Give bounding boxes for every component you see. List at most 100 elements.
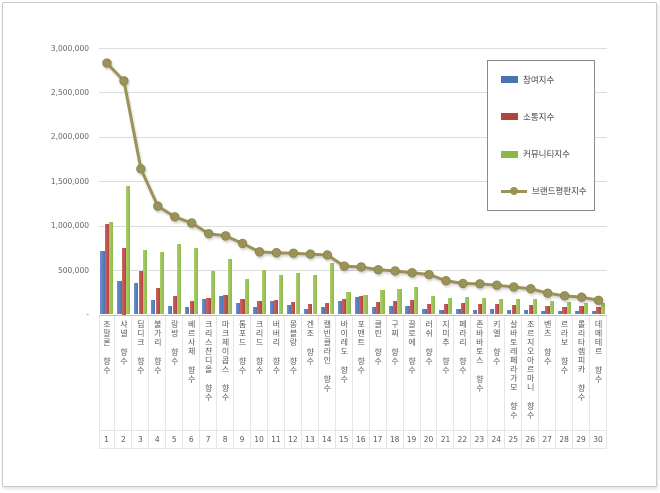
category-label-cell: 캘빈클라인 향수 bbox=[319, 315, 336, 430]
line-marker-13 bbox=[305, 249, 316, 259]
bar-커뮤니티지수-29 bbox=[583, 302, 588, 315]
category-label: 캘빈클라인 향수 bbox=[322, 319, 332, 393]
rank-number: 1 bbox=[98, 429, 116, 449]
line-marker-28 bbox=[559, 291, 570, 301]
legend-item-브랜드평판지수: 브랜드평판지수 bbox=[501, 185, 594, 197]
y-tick-label: 1,500,000 bbox=[50, 176, 89, 186]
bar-참여지수-8 bbox=[219, 295, 224, 315]
rank-number: 8 bbox=[217, 429, 235, 449]
bar-커뮤니티지수-21 bbox=[448, 298, 453, 315]
line-marker-11 bbox=[271, 248, 282, 258]
category-label: 조르지오아르마니 향수 bbox=[526, 319, 536, 420]
legend-swatch-icon bbox=[501, 76, 518, 84]
bar-커뮤니티지수-18 bbox=[397, 288, 402, 315]
gridline bbox=[98, 270, 607, 272]
line-marker-25 bbox=[509, 282, 519, 292]
category-label-cell: 불가리 향수 bbox=[149, 315, 167, 430]
bar-참여지수-17 bbox=[371, 306, 376, 315]
category-label-cell: 몽블랑 향수 bbox=[285, 315, 302, 430]
bar-커뮤니티지수-12 bbox=[295, 273, 300, 315]
bar-커뮤니티지수-19 bbox=[414, 287, 419, 315]
bar-소통지수-10 bbox=[257, 301, 262, 315]
axis-left-separator bbox=[98, 315, 100, 449]
bar-참여지수-29 bbox=[574, 310, 580, 315]
bar-커뮤니티지수-6 bbox=[193, 248, 199, 315]
category-label: 바이레도 향수 bbox=[339, 319, 349, 384]
bar-참여지수-16 bbox=[354, 297, 359, 315]
bar-커뮤니티지수-25 bbox=[515, 298, 521, 315]
bar-커뮤니티지수-9 bbox=[244, 278, 249, 315]
bar-커뮤니티지수-10 bbox=[261, 270, 266, 315]
category-label: 페라리 향수 bbox=[458, 319, 468, 375]
bar-소통지수-25 bbox=[511, 304, 516, 315]
legend-dot-icon bbox=[510, 187, 518, 196]
legend-label: 참여지수 bbox=[523, 75, 555, 86]
line-marker-7 bbox=[203, 228, 214, 239]
category-label: 겐조 향수 bbox=[305, 319, 315, 366]
bar-참여지수-19 bbox=[405, 306, 410, 315]
category-label: 살바토레페라가모 향수 bbox=[509, 319, 519, 420]
line-marker-12 bbox=[288, 248, 299, 258]
category-label: 구찌 향수 bbox=[390, 319, 400, 366]
line-marker-21 bbox=[441, 276, 451, 286]
bar-참여지수-21 bbox=[439, 310, 444, 315]
bar-참여지수-13 bbox=[303, 309, 308, 315]
category-label-cell: 르라보 향수 bbox=[556, 315, 574, 430]
category-label-cell: 끌로에 향수 bbox=[404, 315, 421, 430]
rank-number: 16 bbox=[352, 429, 370, 449]
line-marker-2 bbox=[119, 76, 129, 86]
category-label-cell: 구찌 향수 bbox=[387, 315, 404, 430]
line-marker-26 bbox=[526, 284, 536, 294]
bar-소통지수-23 bbox=[477, 303, 482, 315]
legend-label: 커뮤니티지수 bbox=[523, 150, 570, 161]
legend-item-참여지수: 참여지수 bbox=[501, 74, 594, 86]
y-tick-label: 3,000,000 bbox=[50, 43, 89, 53]
rank-number: 7 bbox=[200, 429, 218, 449]
bar-소통지수-11 bbox=[274, 299, 279, 315]
bar-소통지수-21 bbox=[443, 304, 448, 315]
category-label-cell: 마크제이콥스 향수 bbox=[217, 315, 235, 430]
legend-label: 소통지수 bbox=[523, 112, 555, 123]
category-label: 딥디크 향수 bbox=[136, 319, 146, 375]
category-label: 끌로에 향수 bbox=[407, 319, 417, 375]
category-label-cell: 톰포드 향수 bbox=[234, 315, 252, 430]
bar-커뮤니티지수-7 bbox=[210, 270, 216, 315]
category-label: 지미추 향수 bbox=[441, 319, 451, 375]
category-label-cell: 겐조 향수 bbox=[302, 315, 319, 430]
bar-참여지수-7 bbox=[202, 298, 207, 315]
bar-소통지수-19 bbox=[409, 299, 415, 315]
line-marker-10 bbox=[254, 247, 265, 257]
category-label-cell: 크리스챤디올 향수 bbox=[200, 315, 218, 430]
category-label: 샤넬 향수 bbox=[119, 319, 129, 366]
bar-소통지수-27 bbox=[545, 306, 550, 315]
category-label: 랑방 향수 bbox=[170, 319, 180, 366]
x-axis-line bbox=[98, 314, 607, 316]
category-label-cell: 존바바토스 향수 bbox=[471, 315, 489, 430]
bar-참여지수-24 bbox=[490, 309, 495, 315]
bar-커뮤니티지수-20 bbox=[431, 295, 436, 315]
y-tick-label: 2,500,000 bbox=[50, 87, 89, 97]
bar-소통지수-12 bbox=[291, 302, 296, 315]
category-label-cell: 베르사체 향수 bbox=[183, 315, 201, 430]
rank-number: 29 bbox=[573, 429, 591, 449]
bar-커뮤니티지수-11 bbox=[278, 274, 283, 315]
rank-number: 5 bbox=[166, 429, 184, 449]
bar-커뮤니티지수-2 bbox=[126, 185, 131, 315]
bar-소통지수-14 bbox=[325, 302, 330, 315]
bar-참여지수-11 bbox=[269, 301, 275, 315]
bar-참여지수-14 bbox=[320, 306, 325, 315]
category-label: 러쉬 향수 bbox=[424, 319, 434, 366]
bar-참여지수-28 bbox=[558, 310, 563, 315]
bar-커뮤니티지수-28 bbox=[566, 302, 571, 315]
y-tick-label: 1,000,000 bbox=[50, 221, 89, 231]
gridline bbox=[98, 225, 607, 227]
category-label: 크리스챤디올 향수 bbox=[204, 319, 214, 402]
rank-number: 27 bbox=[539, 429, 557, 449]
category-label-cell: 데메테르 향수 bbox=[590, 315, 607, 430]
category-label: 버버리 향수 bbox=[271, 319, 281, 375]
y-tick-label: 500,000 bbox=[57, 265, 89, 275]
category-label-cell: 클린 향수 bbox=[370, 315, 387, 430]
rank-number: 10 bbox=[251, 429, 268, 449]
category-label-cell: 딥디크 향수 bbox=[132, 315, 150, 430]
bar-참여지수-26 bbox=[524, 309, 529, 315]
